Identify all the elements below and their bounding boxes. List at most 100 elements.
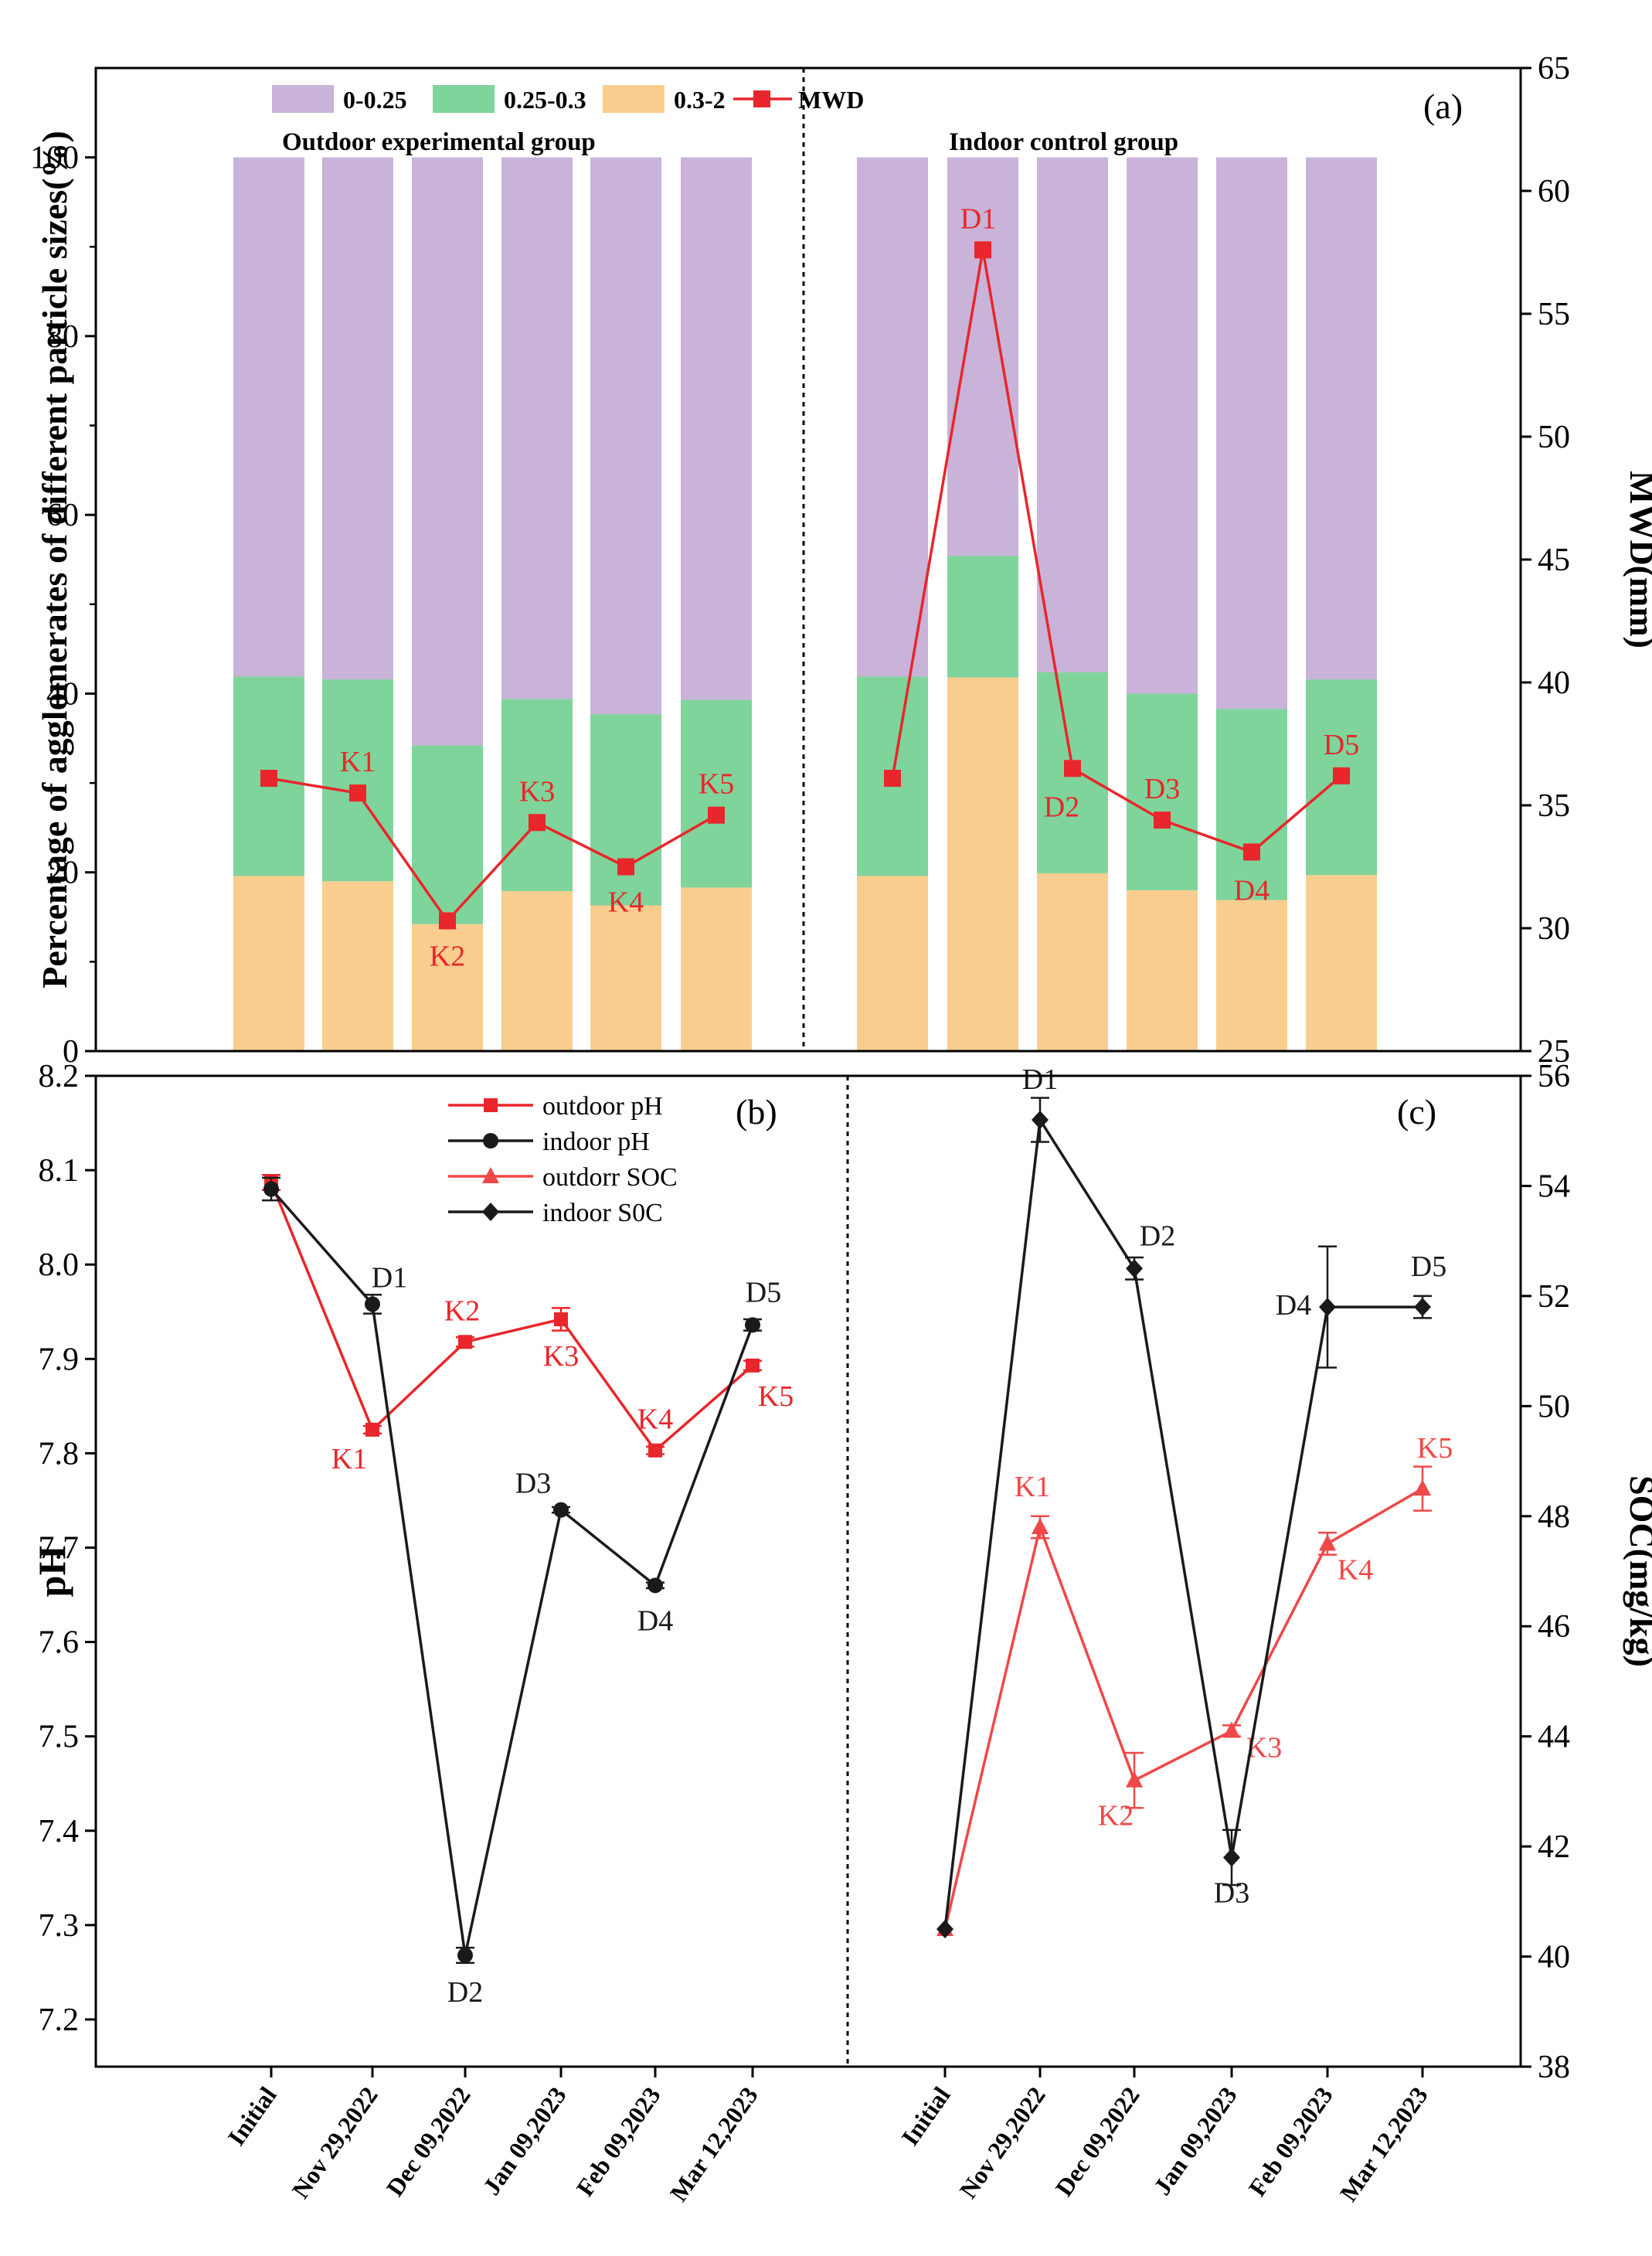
c-y2tick-label-48: 48 [1538,1499,1570,1535]
bc-legend-marker-outdorr-soc [482,1167,499,1183]
b-point-outdoor-ph-4 [648,1443,662,1458]
b-label-k3: K3 [543,1340,579,1373]
bar-g0-0-0.3-2 [233,876,304,1051]
a-ytick-label-80: 80 [46,319,79,355]
bar-g1-4-0.3-2 [1216,900,1287,1051]
panel-c-y2label: SOC(mg/kg) [1623,1475,1652,1667]
mwd-point-g1-5 [1333,767,1350,784]
mwd-point-g1-0 [884,770,901,788]
a-ytick-label-0: 0 [63,1034,79,1070]
c-xtick-label-feb-09-2023: Feb 09,2023 [1242,2081,1338,2201]
panel-bc-legend: outdoor pH indoor pH outdorr SOC indoor S0C [448,1092,678,1227]
mwd-point-g1-4 [1243,843,1260,861]
c-label-k4: K4 [1338,1553,1373,1586]
panel-b-label: (b) [736,1092,777,1131]
bar-g0-1-0.3-2 [322,881,393,1051]
b-label-d3: D3 [515,1468,551,1500]
c-point-outdorr-soc-2 [1126,1771,1143,1788]
mwd-point-g0-1 [349,784,366,802]
b-ytick-label-8.1: 8.1 [39,1153,80,1189]
panel-a-legend: 0-0.25 0.25-0.3 0.3-2 MWD [272,85,864,114]
b-line-outdoor-ph [270,1182,754,1453]
c-xtick-label-dec-09-2022: Dec 09,2022 [1049,2081,1144,2201]
bar-g0-4-0.25-0.3 [590,714,661,906]
bar-g0-4-0.3-2 [590,905,661,1051]
mwd-label-k2: K2 [430,940,465,972]
b-xtick-label-initial: Initial [222,2081,281,2150]
b-ytick-label-7.3: 7.3 [39,1908,80,1944]
panel-bc-frame [94,1074,1522,2068]
mwd-line-g1 [891,250,1343,854]
c-label-d4: D4 [1276,1289,1311,1322]
bar-g0-2-0-0.25 [412,157,483,746]
panel-a: K1 K2 K3 K4 K5 D1 D2 D3 D4 D5 0 20 40 60 80 100 25 30 35… [30,51,1652,1070]
bar-g0-1-0.25-0.3 [322,679,393,882]
panel-b-ylabel: pH [30,1546,73,1598]
bar-g0-3-0-0.25 [501,157,573,699]
mwd-label-d1: D1 [960,202,996,235]
b-ytick-label-7.9: 7.9 [39,1342,80,1377]
bar-g1-3-0.25-0.3 [1127,693,1198,890]
b-point-outdoor-ph-5 [746,1358,760,1373]
b-label-k1: K1 [331,1443,367,1475]
mwd-label-k5: K5 [699,768,734,801]
mwd-label-k4: K4 [608,886,644,919]
mwd-point-g0-3 [529,814,546,832]
c-y2tick-label-40: 40 [1538,1940,1570,1975]
c-xtick-label-nov-29-2022: Nov 29,2022 [953,2081,1050,2203]
c-point-indoor-s0c-3 [1223,1848,1240,1867]
panel-a-bars [233,157,1377,1051]
panel-a-ylabel: Percentage of agglomerates of different … [35,131,74,988]
bc-legend-label-indoor-s0c: indoor S0C [542,1199,663,1227]
c-line-indoor-s0c [943,1115,1423,1930]
c-point-outdorr-soc-1 [1032,1518,1049,1535]
c-y2tick-label-56: 56 [1538,1059,1570,1094]
mwd-label-d2: D2 [1044,791,1079,823]
c-label-k5: K5 [1417,1432,1453,1465]
mwd-point-g1-3 [1154,812,1171,829]
panel-a-label: (a) [1423,87,1463,126]
panel-c-right-axis: 38 40 42 44 46 48 50 52 54 56 [1521,1059,1570,2085]
bar-g0-0-0-0.25 [233,157,304,677]
b-ytick-label-7.8: 7.8 [39,1436,80,1472]
bar-g1-2-0.3-2 [1037,873,1108,1051]
a-ytick-label-60: 60 [46,498,79,533]
b-label-d1: D1 [372,1261,407,1294]
panel-a-y2label: MWD(mm) [1623,471,1652,648]
b-point-indoor-ph-0 [263,1181,279,1197]
panel-a-mwd-lines: K1 K2 K3 K4 K5 D1 D2 D3 D4 D5 [260,202,1359,972]
bar-g0-2-0.3-2 [412,924,483,1051]
bar-g1-1-0-0.25 [947,157,1018,556]
a-y2tick-label-30: 30 [1538,911,1570,947]
a-y2tick-label-55: 55 [1538,297,1570,332]
mwd-label-k1: K1 [340,746,376,778]
a-y2tick-label-45: 45 [1538,543,1570,578]
bar-g0-5-0.25-0.3 [681,699,752,888]
b-xtick-label-feb-09-2023: Feb 09,2023 [570,2081,665,2201]
mwd-point-g0-2 [439,912,456,930]
mwd-point-g1-2 [1064,760,1081,778]
c-y2tick-label-50: 50 [1538,1389,1570,1424]
bar-g1-4-0.25-0.3 [1216,709,1287,900]
a-y2tick-label-60: 60 [1538,174,1570,209]
b-label-d5: D5 [746,1276,781,1308]
legend-label-mwd: MWD [798,86,864,114]
b-point-indoor-ph-2 [457,1947,473,1963]
mwd-point-g0-5 [708,806,725,824]
b-point-indoor-ph-4 [648,1577,663,1594]
legend-label-0-0-25: 0-0.25 [343,86,407,114]
bc-legend-label-outdoor-ph: outdoor pH [542,1092,663,1121]
c-xtick-label-jan-09-2023: Jan 09,2023 [1147,2081,1242,2200]
bar-g1-5-0-0.25 [1306,157,1377,679]
panel-c-label: (c) [1397,1092,1436,1131]
b-label-d4: D4 [637,1604,673,1637]
b-xtick-label-jan-09-2023: Jan 09,2023 [477,2081,571,2200]
bc-legend-label-indoor-ph: indoor pH [542,1128,650,1156]
bar-g1-5-0.3-2 [1306,875,1377,1051]
a-ytick-label-20: 20 [46,856,79,891]
c-xtick-label-initial: Initial [896,2081,955,2150]
bar-g1-3-0.3-2 [1127,890,1198,1051]
